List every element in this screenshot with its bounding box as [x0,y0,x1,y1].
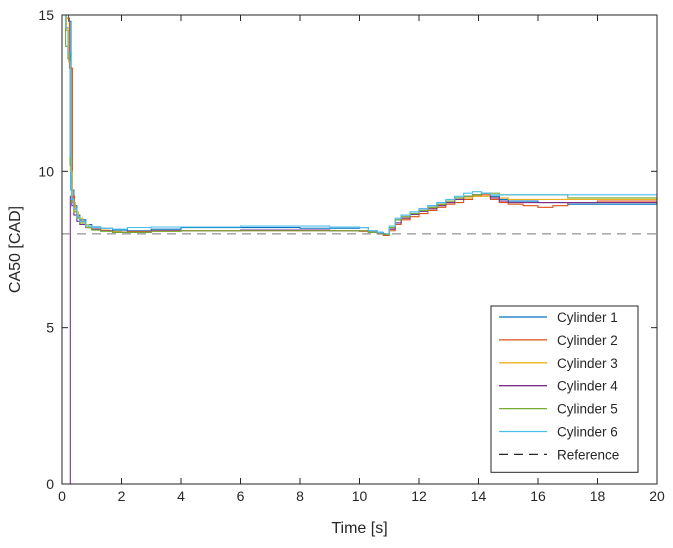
legend-box [490,305,639,473]
x-tick-label: 12 [411,488,427,504]
y-tick-label: 5 [46,320,54,336]
x-tick-label: 16 [530,488,546,504]
x-tick-label: 18 [590,488,606,504]
legend-label: Cylinder 6 [557,425,618,440]
y-tick-label: 10 [38,163,54,179]
x-tick-label: 20 [649,488,665,504]
ticks-layer: 0 2 4 6 8 10 12 14 16 18 20 0 5 10 15 [38,7,665,504]
legend: Cylinder 1 Cylinder 2 Cylinder 3 Cylinder 4… [490,305,639,473]
x-tick-label: 8 [296,488,304,504]
x-tick-label: 6 [237,488,245,504]
legend-label: Cylinder 4 [557,379,618,394]
x-tick-label: 10 [352,488,368,504]
legend-label: Cylinder 1 [557,310,618,325]
y-tick-label: 0 [46,476,54,492]
series-line-6 [62,15,657,235]
series-layer [62,15,657,484]
legend-label: Reference [557,447,619,462]
x-tick-label: 4 [177,488,185,504]
x-tick-label: 0 [58,488,66,504]
x-axis-label: Time [s] [331,520,387,537]
y-tick-label: 15 [38,7,54,23]
y-axis-label: CA50 [CAD] [7,206,24,293]
legend-label: Cylinder 5 [557,402,618,417]
legend-label: Cylinder 3 [557,356,618,371]
x-tick-label: 14 [471,488,487,504]
legend-label: Cylinder 2 [557,333,618,348]
x-tick-label: 2 [118,488,126,504]
